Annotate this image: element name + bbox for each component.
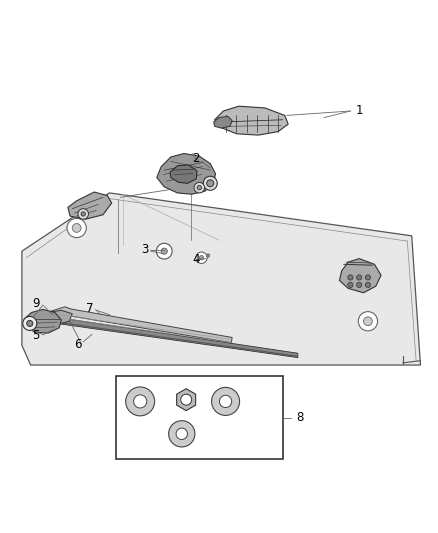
Text: 6: 6 <box>74 338 82 351</box>
Text: 1: 1 <box>355 103 363 117</box>
Circle shape <box>156 243 172 259</box>
Circle shape <box>357 282 362 287</box>
Circle shape <box>169 421 195 447</box>
Text: 9: 9 <box>32 297 40 310</box>
Text: 7: 7 <box>86 302 94 314</box>
Circle shape <box>196 252 207 263</box>
Circle shape <box>23 317 37 330</box>
Text: 5: 5 <box>32 329 39 342</box>
Circle shape <box>27 320 33 327</box>
Circle shape <box>134 395 147 408</box>
Circle shape <box>176 428 187 440</box>
Circle shape <box>126 387 155 416</box>
Circle shape <box>81 212 85 216</box>
Text: 4: 4 <box>192 253 200 266</box>
Polygon shape <box>24 310 61 333</box>
Text: 2: 2 <box>192 152 200 165</box>
Text: 8: 8 <box>297 411 304 424</box>
Circle shape <box>78 209 88 219</box>
Circle shape <box>212 387 240 415</box>
Polygon shape <box>170 165 197 183</box>
Polygon shape <box>214 116 232 128</box>
Circle shape <box>199 255 204 260</box>
Polygon shape <box>46 317 298 358</box>
Circle shape <box>206 254 210 257</box>
Text: 3: 3 <box>141 244 148 256</box>
Polygon shape <box>42 310 72 324</box>
Polygon shape <box>43 307 232 343</box>
Circle shape <box>161 248 167 254</box>
Polygon shape <box>22 193 420 365</box>
Circle shape <box>219 395 232 408</box>
Circle shape <box>357 275 362 280</box>
Circle shape <box>203 176 217 190</box>
Circle shape <box>348 282 353 287</box>
Polygon shape <box>68 192 112 219</box>
Circle shape <box>365 275 371 280</box>
Bar <box>116 376 283 459</box>
Circle shape <box>197 185 201 190</box>
Circle shape <box>207 180 214 187</box>
Polygon shape <box>215 106 288 135</box>
Circle shape <box>365 282 371 287</box>
Circle shape <box>364 317 372 326</box>
Circle shape <box>72 223 81 232</box>
Circle shape <box>348 275 353 280</box>
Circle shape <box>358 312 378 331</box>
Circle shape <box>194 182 205 193</box>
Polygon shape <box>157 154 215 194</box>
Circle shape <box>67 219 86 238</box>
Polygon shape <box>339 259 381 293</box>
Circle shape <box>180 394 192 405</box>
